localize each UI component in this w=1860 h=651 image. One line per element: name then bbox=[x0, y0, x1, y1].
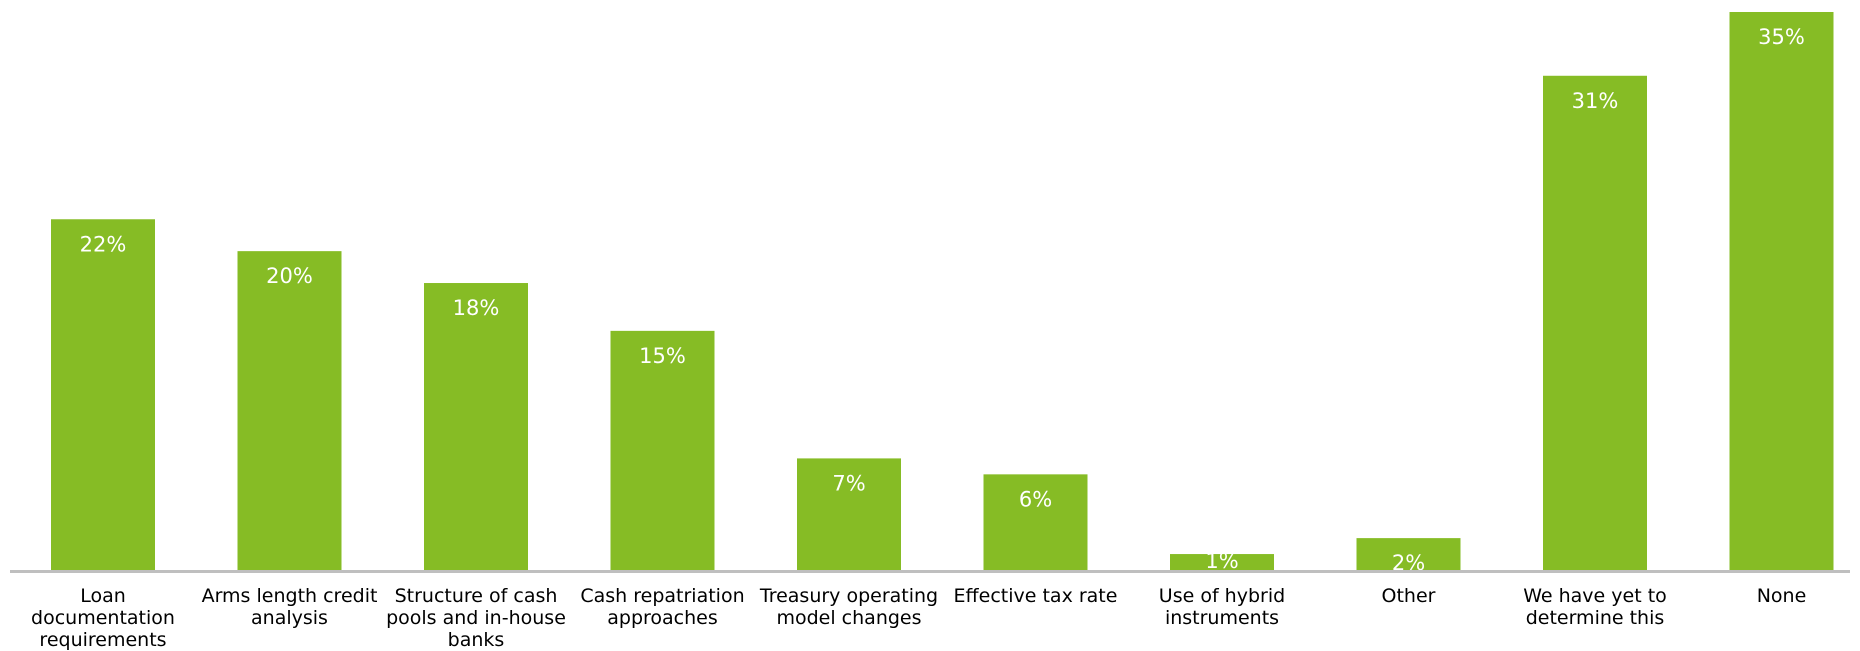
category-label-9: We have yet to determine this bbox=[1502, 585, 1688, 629]
data-label-10: 35% bbox=[1758, 25, 1805, 49]
category-label-8: Other bbox=[1316, 585, 1502, 607]
category-label-6: Effective tax rate bbox=[943, 585, 1129, 607]
bar-9 bbox=[1543, 76, 1647, 570]
data-label-2: 20% bbox=[266, 264, 313, 288]
bars-group bbox=[51, 12, 1834, 570]
bar-10 bbox=[1730, 12, 1834, 570]
bar-1 bbox=[51, 219, 155, 570]
data-label-7: 1% bbox=[1205, 549, 1238, 573]
category-label-10: None bbox=[1689, 585, 1860, 607]
bar-3 bbox=[424, 283, 528, 570]
category-label-4: Cash repatriation approaches bbox=[570, 585, 756, 629]
category-label-5: Treasury operating model changes bbox=[756, 585, 942, 629]
category-label-1: Loan documentation requirements bbox=[10, 585, 196, 651]
data-label-1: 22% bbox=[80, 232, 127, 256]
data-label-5: 7% bbox=[832, 471, 865, 495]
data-label-9: 31% bbox=[1572, 89, 1619, 113]
data-label-4: 15% bbox=[639, 344, 686, 368]
data-label-6: 6% bbox=[1019, 487, 1052, 511]
category-label-2: Arms length credit analysis bbox=[197, 585, 383, 629]
category-label-7: Use of hybrid instruments bbox=[1129, 585, 1315, 629]
bar-2 bbox=[238, 251, 342, 570]
data-label-3: 18% bbox=[453, 296, 500, 320]
category-label-3: Structure of cash pools and in-house ban… bbox=[383, 585, 569, 651]
